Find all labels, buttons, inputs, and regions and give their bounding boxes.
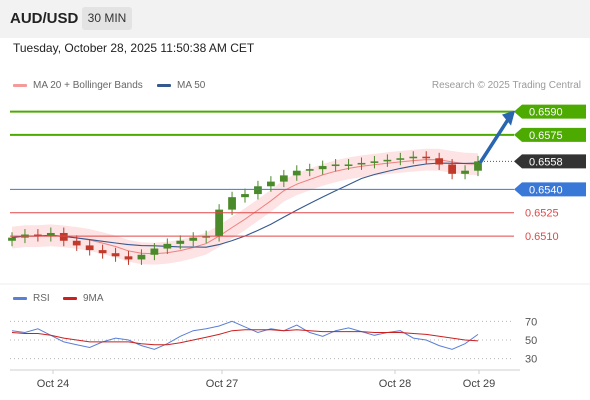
legend-ma50: MA 50 bbox=[157, 80, 205, 91]
chart-datetime: Tuesday, October 28, 2025 11:50:38 AM CE… bbox=[13, 41, 255, 55]
candle-body bbox=[448, 164, 456, 174]
candle-body bbox=[215, 209, 223, 237]
rsi-swatch-icon bbox=[13, 296, 27, 300]
forecast-arrow-shaft bbox=[479, 117, 510, 164]
candle-body bbox=[474, 161, 482, 171]
legend-9ma: 9MA bbox=[63, 293, 104, 304]
candle-body bbox=[98, 250, 107, 254]
candle-body bbox=[111, 253, 120, 257]
candle-body bbox=[396, 158, 405, 160]
current-level-label: 0.6558 bbox=[529, 156, 563, 168]
candle-body bbox=[435, 158, 444, 165]
support-level-label: 0.6525 bbox=[525, 208, 559, 220]
candle-body bbox=[46, 232, 55, 237]
resistance-level-tag bbox=[514, 127, 586, 142]
rsi-9ma-line bbox=[11, 329, 479, 346]
candle-body bbox=[318, 166, 327, 170]
rsi-tick-label: 70 bbox=[525, 316, 537, 328]
pivot-level-tag bbox=[514, 182, 586, 197]
resistance-level-label: 0.6590 bbox=[529, 107, 563, 119]
candle-body bbox=[176, 240, 185, 244]
pivot-level-label: 0.6540 bbox=[529, 184, 563, 196]
candle-body bbox=[357, 162, 366, 165]
x-axis-date-label: Oct 27 bbox=[206, 378, 238, 390]
candle-body bbox=[34, 234, 42, 237]
candle-body bbox=[254, 186, 262, 195]
support-level-label: 0.6510 bbox=[525, 231, 559, 243]
candle-body bbox=[279, 175, 288, 182]
timeframe-badge[interactable]: 30 MIN bbox=[82, 7, 132, 30]
candle-body bbox=[163, 243, 172, 249]
current-level-tag bbox=[514, 154, 586, 169]
candle-body bbox=[409, 156, 418, 159]
chart-header-bar: AUD/USD 30 MIN bbox=[0, 0, 590, 38]
candle-body bbox=[137, 254, 146, 260]
rsi-tick-label: 50 bbox=[525, 335, 537, 347]
candle-body bbox=[292, 170, 301, 176]
ma50-swatch-icon bbox=[157, 83, 171, 87]
x-axis-date-label: Oct 28 bbox=[379, 378, 411, 390]
candle-body bbox=[370, 161, 379, 163]
forecast-arrow-head-icon bbox=[502, 110, 515, 126]
legend-ma20: MA 20 + Bollinger Bands bbox=[13, 80, 143, 91]
9ma-swatch-icon bbox=[63, 296, 77, 300]
candle-body bbox=[344, 164, 353, 166]
9ma-label: 9MA bbox=[83, 293, 104, 304]
candle-body bbox=[189, 237, 198, 241]
candle-body bbox=[331, 164, 340, 167]
research-credit: Research © 2025 Trading Central bbox=[431, 80, 581, 91]
rsi-tick-label: 30 bbox=[525, 354, 537, 366]
bollinger-band bbox=[12, 148, 478, 265]
rsi-line bbox=[11, 320, 479, 350]
candle-body bbox=[267, 181, 275, 187]
x-axis-date-label: Oct 24 bbox=[37, 378, 69, 390]
candle-body bbox=[8, 237, 16, 241]
ma20-swatch-icon bbox=[13, 83, 27, 87]
x-axis-date-label: Oct 29 bbox=[463, 378, 495, 390]
candle-body bbox=[124, 256, 133, 260]
symbol-label: AUD/USD bbox=[10, 10, 79, 27]
candle-body bbox=[241, 194, 249, 198]
candle-body bbox=[85, 245, 94, 251]
candle-body bbox=[228, 197, 236, 210]
resistance-level-label: 0.6575 bbox=[529, 130, 563, 142]
ma20-label: MA 20 + Bollinger Bands bbox=[33, 80, 143, 91]
candle-body bbox=[422, 156, 431, 159]
candle-body bbox=[383, 159, 392, 162]
candle-body bbox=[461, 170, 469, 174]
ma50-label: MA 50 bbox=[177, 80, 206, 91]
resistance-level-tag bbox=[514, 104, 586, 119]
rsi-label: RSI bbox=[33, 293, 50, 304]
candle-body bbox=[305, 169, 314, 171]
candle-body bbox=[72, 240, 81, 246]
candle-body bbox=[150, 248, 159, 255]
legend-rsi: RSI bbox=[13, 293, 50, 304]
candle-body bbox=[59, 232, 68, 241]
candle-body bbox=[202, 236, 211, 238]
